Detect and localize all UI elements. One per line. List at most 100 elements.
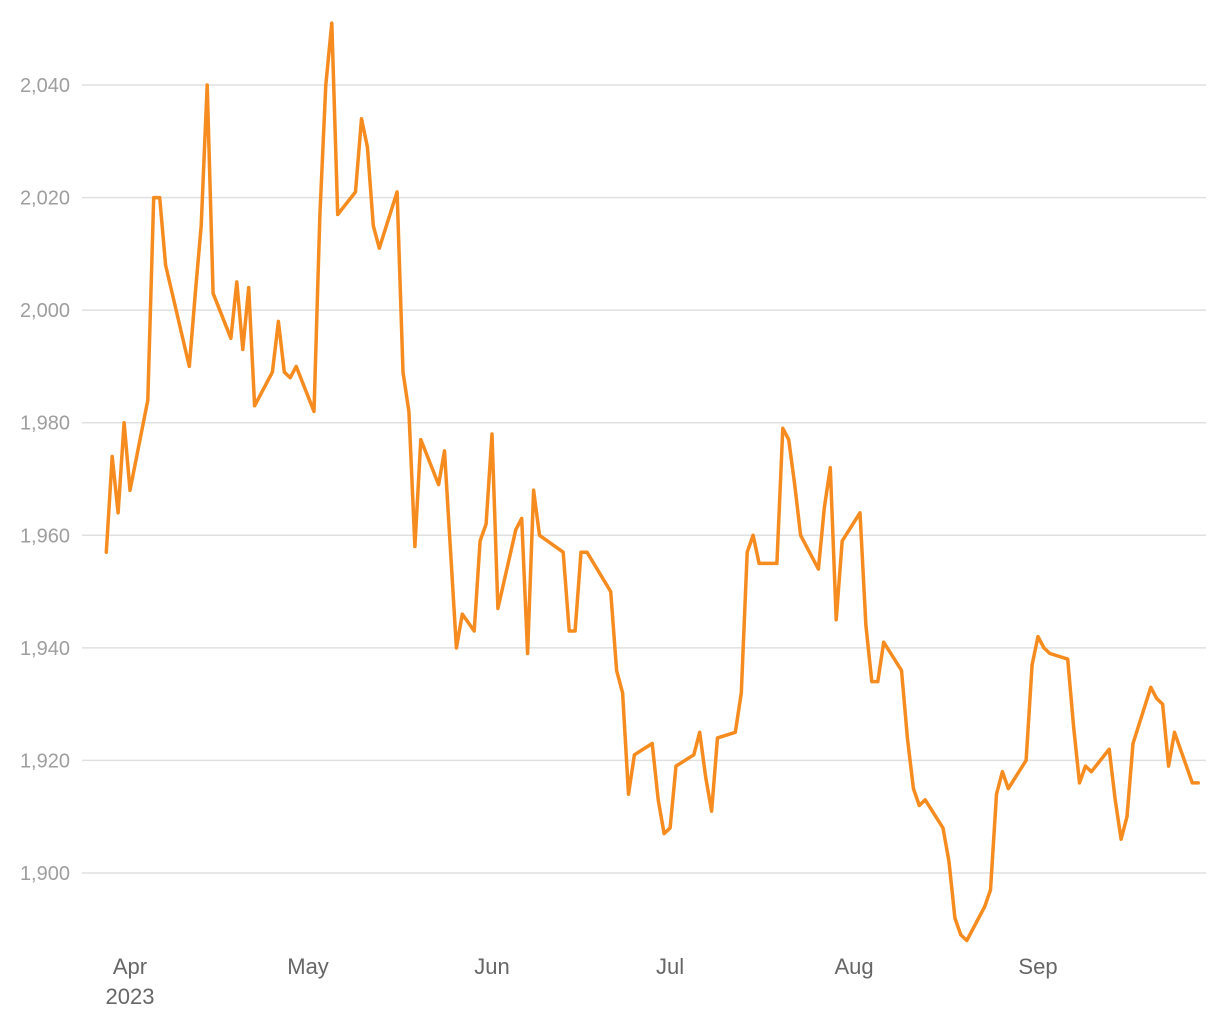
data-point bbox=[104, 550, 108, 554]
x-tick-label: May bbox=[287, 954, 329, 979]
data-point bbox=[336, 212, 340, 216]
data-point bbox=[537, 533, 541, 537]
data-point bbox=[211, 291, 215, 295]
data-point bbox=[330, 21, 334, 25]
x-axis-tick-labels: Apr 2023 May Jun Jul Aug Sep bbox=[106, 954, 1058, 1009]
data-point bbox=[1131, 742, 1135, 746]
data-point bbox=[941, 826, 945, 830]
data-point bbox=[751, 533, 755, 537]
data-point bbox=[288, 376, 292, 380]
y-tick-label: 1,940 bbox=[20, 638, 70, 660]
data-point bbox=[733, 730, 737, 734]
data-point bbox=[1190, 781, 1194, 785]
data-point bbox=[193, 291, 197, 295]
data-point bbox=[1000, 770, 1004, 774]
data-point bbox=[834, 618, 838, 622]
data-point bbox=[229, 336, 233, 340]
data-point bbox=[1113, 798, 1117, 802]
data-point bbox=[994, 792, 998, 796]
data-point bbox=[164, 263, 168, 267]
data-point bbox=[858, 511, 862, 515]
data-point bbox=[365, 145, 369, 149]
data-point bbox=[579, 550, 583, 554]
x-tick-label: Apr bbox=[113, 954, 147, 979]
x-tick-label: Aug bbox=[834, 954, 873, 979]
data-point bbox=[116, 511, 120, 515]
data-point bbox=[241, 348, 245, 352]
data-point bbox=[312, 409, 316, 413]
data-point bbox=[1078, 781, 1082, 785]
y-tick-label: 1,920 bbox=[20, 750, 70, 772]
data-point bbox=[662, 832, 666, 836]
data-point bbox=[632, 753, 636, 757]
data-point bbox=[454, 646, 458, 650]
data-point bbox=[1155, 697, 1159, 701]
data-point bbox=[187, 364, 191, 368]
data-point bbox=[1167, 764, 1171, 768]
data-point bbox=[828, 466, 832, 470]
data-point bbox=[1030, 663, 1034, 667]
y-tick-label: 1,900 bbox=[20, 863, 70, 885]
data-point bbox=[710, 809, 714, 813]
data-point bbox=[757, 561, 761, 565]
data-point bbox=[917, 803, 921, 807]
data-point bbox=[1196, 781, 1200, 785]
data-point bbox=[1036, 635, 1040, 639]
data-point bbox=[1089, 770, 1093, 774]
gridlines bbox=[82, 84, 1206, 874]
data-point bbox=[514, 528, 518, 532]
data-point bbox=[816, 567, 820, 571]
data-point bbox=[650, 742, 654, 746]
data-point bbox=[822, 505, 826, 509]
data-point bbox=[253, 404, 257, 408]
data-point bbox=[876, 680, 880, 684]
data-point bbox=[413, 545, 417, 549]
data-point bbox=[276, 319, 280, 323]
data-point bbox=[745, 550, 749, 554]
data-point bbox=[199, 224, 203, 228]
data-point bbox=[561, 550, 565, 554]
data-point bbox=[472, 629, 476, 633]
data-point bbox=[1042, 646, 1046, 650]
series-layer bbox=[104, 21, 1200, 943]
data-point bbox=[609, 590, 613, 594]
data-point bbox=[615, 668, 619, 672]
data-point bbox=[532, 488, 536, 492]
data-point bbox=[692, 753, 696, 757]
data-point bbox=[793, 483, 797, 487]
data-point bbox=[674, 764, 678, 768]
data-point bbox=[1006, 787, 1010, 791]
y-axis-tick-labels: 1,900 1,920 1,940 1,960 1,980 2,000 2,020 2,040 bbox=[20, 75, 70, 885]
data-point bbox=[840, 539, 844, 543]
data-point bbox=[911, 787, 915, 791]
data-point bbox=[775, 561, 779, 565]
data-point bbox=[1048, 651, 1052, 655]
data-point bbox=[407, 409, 411, 413]
data-point bbox=[739, 691, 743, 695]
data-point bbox=[526, 651, 530, 655]
data-point bbox=[247, 286, 251, 290]
data-point bbox=[395, 190, 399, 194]
data-point bbox=[627, 792, 631, 796]
data-point bbox=[1172, 730, 1176, 734]
data-point bbox=[585, 550, 589, 554]
data-point bbox=[882, 640, 886, 644]
data-point bbox=[900, 668, 904, 672]
data-point bbox=[520, 516, 524, 520]
data-point bbox=[1024, 758, 1028, 762]
data-point bbox=[496, 606, 500, 610]
data-point bbox=[781, 426, 785, 430]
data-point bbox=[443, 449, 447, 453]
data-point bbox=[864, 623, 868, 627]
x-tick-year-label: 2023 bbox=[106, 984, 155, 1009]
data-point bbox=[716, 736, 720, 740]
data-point bbox=[965, 939, 969, 943]
y-tick-label: 1,980 bbox=[20, 413, 70, 435]
data-point bbox=[989, 888, 993, 892]
data-point bbox=[294, 364, 298, 368]
data-point bbox=[146, 398, 150, 402]
y-tick-label: 1,960 bbox=[20, 525, 70, 547]
data-point bbox=[282, 370, 286, 374]
data-point bbox=[484, 522, 488, 526]
series-line bbox=[104, 21, 1200, 943]
